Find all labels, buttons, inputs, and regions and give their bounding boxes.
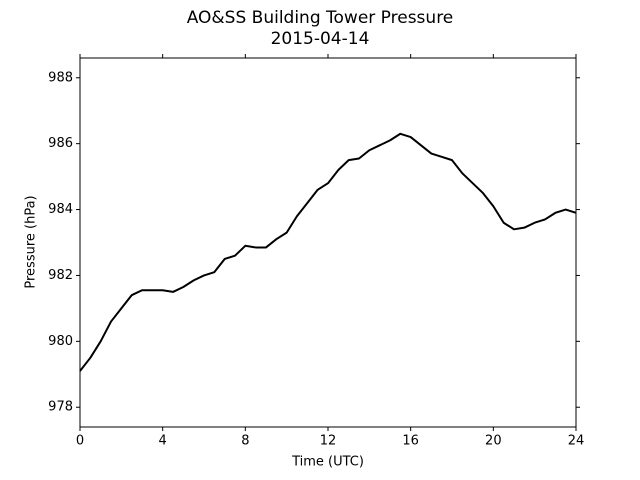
x-tick-label: 16 [402,434,419,449]
y-tick-label: 988 [48,70,73,85]
x-tick-label: 4 [159,434,167,449]
plot-frame [79,57,577,428]
y-tick-label: 980 [48,334,73,349]
x-tick-label: 24 [568,434,585,449]
y-tick-label: 984 [48,202,73,217]
chart-title: AO&SS Building Tower Pressure [187,8,454,28]
y-tick-label: 978 [48,400,73,415]
y-axis-label: Pressure (hPa) [24,195,39,288]
chart-subtitle: 2015-04-14 [271,29,370,49]
x-tick-label: 0 [76,434,84,449]
y-tick-label: 986 [48,136,73,151]
line-series [79,132,577,372]
x-tick-label: 12 [320,434,337,449]
x-tick-label: 20 [485,434,502,449]
x-axis-label: Time (UTC) [291,455,364,470]
x-tick-label: 8 [241,434,249,449]
y-tick-label: 982 [48,268,73,283]
